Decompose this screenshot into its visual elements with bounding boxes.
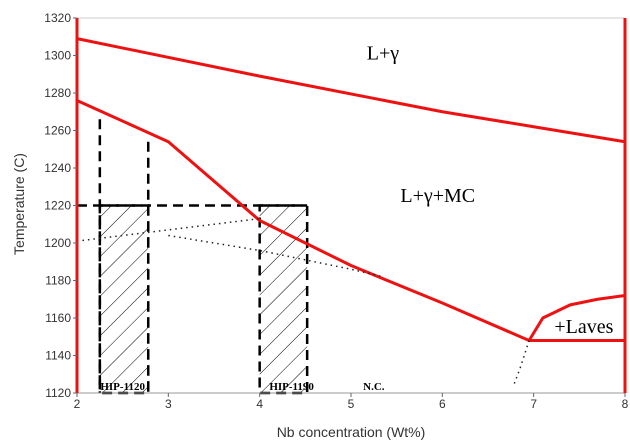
y-tick-label: 1120 bbox=[45, 386, 71, 400]
y-tick-label: 1260 bbox=[44, 124, 71, 138]
y-tick-label: 1200 bbox=[44, 236, 71, 250]
x-tick-label: 2 bbox=[74, 397, 81, 411]
y-tick-label: 1280 bbox=[44, 86, 71, 100]
x-tick-label: 3 bbox=[165, 397, 172, 411]
y-tick-label: 1320 bbox=[44, 11, 71, 25]
y-tick-label: 1300 bbox=[44, 49, 71, 63]
region-label-1: L+γ bbox=[367, 42, 399, 64]
hatched-region-1 bbox=[98, 204, 150, 395]
series-line-1 bbox=[76, 37, 626, 144]
region-label-2: L+γ+MC bbox=[400, 185, 475, 207]
y-axis-label: Temperature (C) bbox=[11, 153, 27, 255]
x-tick-label: 5 bbox=[348, 397, 355, 411]
y-tick-label: 1240 bbox=[44, 161, 71, 175]
x-tick-label: 8 bbox=[622, 397, 629, 411]
x-tick-label: 7 bbox=[530, 397, 537, 411]
series-line-7 bbox=[512, 340, 530, 386]
series-line-2 bbox=[76, 99, 530, 342]
y-tick-label: 1220 bbox=[44, 199, 71, 213]
condition-label-6: N.C. bbox=[363, 381, 385, 393]
x-tick-label: 4 bbox=[256, 397, 263, 411]
y-tick-label: 1160 bbox=[45, 311, 71, 325]
hatched-region-2 bbox=[258, 204, 309, 395]
region-label-3: +Laves bbox=[554, 316, 613, 338]
y-tick-label: 1140 bbox=[45, 349, 71, 363]
x-axis-ticks: 2 3 4 5 6 7 8 bbox=[74, 393, 629, 411]
condition-label-4: HIP-1120 bbox=[100, 381, 145, 393]
y-axis-ticks: 1120 1140 1160 1180 1200 1220 1240 1260 1280 1300… bbox=[44, 11, 77, 400]
x-tick-label: 6 bbox=[439, 397, 446, 411]
condition-label-5: HIP-1190 bbox=[269, 381, 314, 393]
y-tick-label: 1180 bbox=[45, 274, 71, 288]
series-line-3 bbox=[527, 294, 626, 342]
plot-area: L+γ L+γ+MC +Laves HIP-1120 HIP-1190 N.C. bbox=[75, 17, 627, 395]
x-axis-label: Nb concentration (Wt%) bbox=[277, 424, 426, 440]
